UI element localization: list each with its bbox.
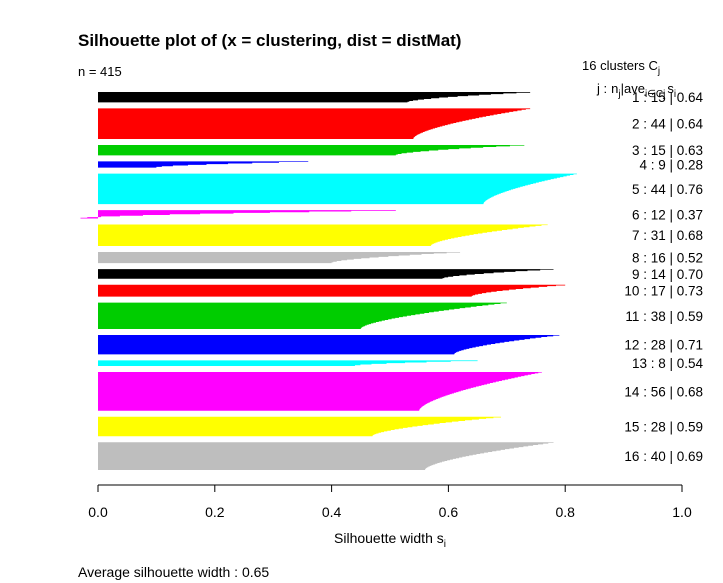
silhouette-bar-6 — [80, 210, 396, 219]
silhouette-cluster-5 — [98, 173, 577, 205]
column-header-nj: n — [611, 81, 618, 96]
silhouette-cluster-12 — [98, 334, 560, 355]
silhouette-bar-8 — [98, 251, 461, 264]
x-axis-tick-label: 0.8 — [555, 504, 575, 520]
cluster-label-15: 15 : 28 | 0.59 — [624, 420, 703, 435]
cluster-label-9: 9 : 14 | 0.70 — [632, 267, 703, 282]
x-axis: 0.0 0.2 0.4 0.6 0.8 1.0 — [88, 484, 692, 520]
column-header: j : nj|avei∈Cj si — [596, 81, 676, 100]
cluster-label-3: 3 : 15 | 0.63 — [632, 143, 703, 158]
column-header-s: s — [667, 81, 674, 96]
x-axis-tick-label: 0.4 — [322, 504, 342, 520]
silhouette-bar-15 — [98, 416, 501, 437]
column-header-j: j : — [596, 81, 607, 96]
x-axis-label: Silhouette width si — [334, 530, 446, 550]
silhouette-bar-1 — [98, 92, 531, 103]
silhouette-cluster-8 — [98, 251, 461, 264]
column-header-s-sub: i — [674, 89, 676, 100]
sample-size-label: n = 415 — [78, 64, 122, 79]
silhouette-cluster-16 — [98, 442, 554, 470]
silhouette-bar-7 — [98, 224, 548, 246]
x-axis-label-sub: i — [444, 539, 446, 550]
cluster-label-13: 13 : 8 | 0.54 — [632, 356, 704, 371]
cluster-label-10: 10 : 17 | 0.73 — [624, 284, 703, 299]
cluster-header: 16 clusters Cj j : nj|avei∈Cj si — [582, 58, 676, 100]
silhouette-cluster-6 — [80, 210, 396, 219]
clusters-header: 16 clusters Cj — [582, 58, 660, 77]
silhouette-bar-3 — [98, 144, 525, 156]
silhouette-bar-12 — [98, 334, 560, 355]
silhouette-cluster-7 — [98, 224, 548, 246]
silhouette-cluster-9 — [98, 269, 554, 279]
silhouette-bar-13 — [98, 360, 478, 366]
column-header-sep: | — [621, 81, 624, 96]
x-axis-tick-label: 0.2 — [205, 504, 225, 520]
silhouette-cluster-14 — [98, 371, 542, 411]
average-silhouette-width: Average silhouette width : 0.65 — [78, 564, 269, 580]
silhouette-bar-2 — [98, 108, 531, 139]
cluster-label-7: 7 : 31 | 0.68 — [632, 228, 703, 243]
clusters-header-sub: j — [657, 66, 660, 77]
silhouette-cluster-15 — [98, 416, 501, 437]
cluster-label-4: 4 : 9 | 0.28 — [639, 157, 703, 172]
cluster-label-6: 6 : 12 | 0.37 — [632, 207, 703, 222]
column-header-ave: ave — [624, 81, 645, 96]
silhouette-bar-10 — [98, 284, 566, 297]
x-axis-label-main: Silhouette width s — [334, 530, 444, 546]
x-axis-tick-label: 0.6 — [439, 504, 459, 520]
bars-layer — [80, 92, 577, 470]
silhouette-bar-16 — [98, 442, 554, 470]
column-header-nj-sub: j — [617, 89, 620, 100]
column-header-ave-sub: i∈Cj — [645, 89, 665, 100]
x-axis-tick-label: 0.0 — [88, 504, 108, 520]
cluster-label-5: 5 : 44 | 0.76 — [632, 182, 703, 197]
silhouette-bar-11 — [98, 302, 507, 329]
silhouette-cluster-2 — [98, 108, 531, 139]
silhouette-bar-9 — [98, 269, 554, 279]
silhouette-cluster-13 — [98, 360, 478, 366]
silhouette-cluster-11 — [98, 302, 507, 329]
cluster-label-8: 8 : 16 | 0.52 — [632, 251, 703, 266]
chart-title: Silhouette plot of (x = clustering, dist… — [78, 31, 461, 50]
silhouette-cluster-1 — [98, 92, 531, 103]
silhouette-bar-14 — [98, 371, 542, 411]
cluster-label-16: 16 : 40 | 0.69 — [624, 449, 703, 464]
cluster-label-2: 2 : 44 | 0.64 — [632, 117, 704, 132]
clusters-header-prefix: 16 clusters C — [582, 58, 658, 73]
cluster-label-11: 11 : 38 | 0.59 — [625, 309, 703, 324]
cluster-label-14: 14 : 56 | 0.68 — [624, 384, 703, 399]
x-axis-tick-label: 1.0 — [672, 504, 692, 520]
cluster-label-12: 12 : 28 | 0.71 — [624, 338, 703, 353]
cluster-label-1: 1 : 15 | 0.64 — [632, 90, 704, 105]
silhouette-bar-5 — [98, 173, 577, 205]
silhouette-cluster-4 — [98, 161, 309, 168]
silhouette-cluster-10 — [98, 284, 566, 297]
cluster-labels-layer: 1 : 15 | 0.64 2 : 44 | 0.64 3 : 15 | 0.634… — [624, 90, 703, 464]
silhouette-bar-4 — [98, 161, 309, 168]
silhouette-cluster-3 — [98, 144, 525, 156]
